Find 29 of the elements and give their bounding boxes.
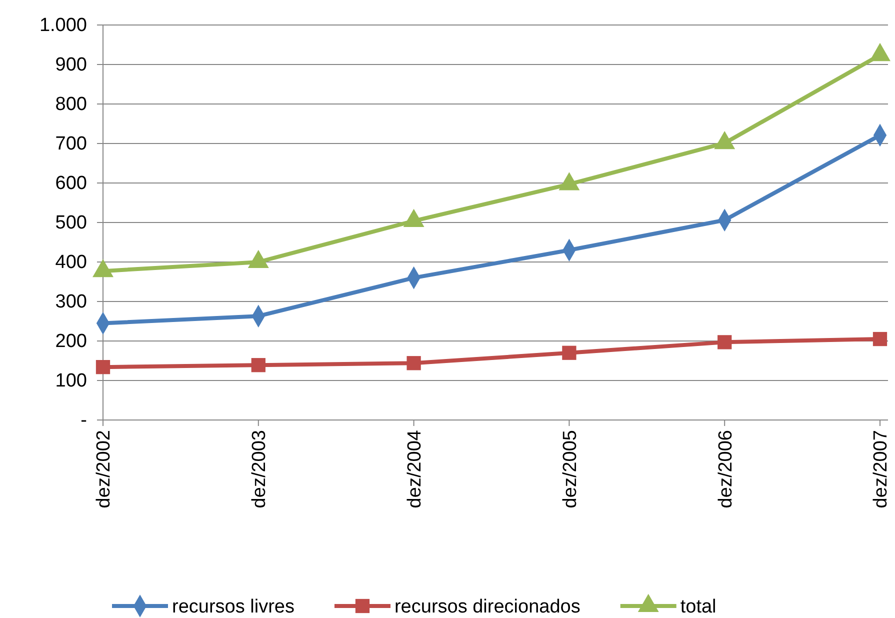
- y-tick-label: 100: [55, 370, 87, 392]
- point: [558, 172, 580, 190]
- x-tick-label: dez/2002: [94, 430, 115, 508]
- y-tick-label: 300: [55, 292, 87, 313]
- legend-label: recursos direcionados: [394, 596, 580, 618]
- legend-label: recursos livres: [172, 596, 294, 618]
- point: [870, 42, 890, 62]
- y-tick-label: 600: [55, 173, 87, 194]
- point: [96, 360, 110, 374]
- y-tick-label: 200: [55, 331, 87, 352]
- legend-label: total: [680, 596, 716, 618]
- point: [714, 131, 736, 150]
- y-tick-label: 800: [55, 94, 87, 116]
- y-tick-label: 700: [55, 134, 87, 155]
- x-tick-label: dez/2007: [870, 430, 892, 508]
- point: [406, 356, 421, 370]
- y-tick-label: 500: [55, 212, 87, 234]
- x-tick-label: dez/2006: [715, 430, 736, 508]
- y-tick-label: 1.000: [39, 15, 87, 36]
- y-tick-label: -: [80, 410, 87, 432]
- x-tick-label: dez/2003: [249, 430, 270, 508]
- y-tick-label: 900: [55, 54, 87, 76]
- point: [562, 346, 576, 360]
- x-tick-label: dez/2005: [560, 430, 581, 508]
- point: [872, 332, 888, 346]
- point: [718, 335, 732, 350]
- y-tick-label: 400: [55, 252, 87, 274]
- point: [251, 358, 266, 372]
- x-tick-label: dez/2004: [404, 430, 426, 508]
